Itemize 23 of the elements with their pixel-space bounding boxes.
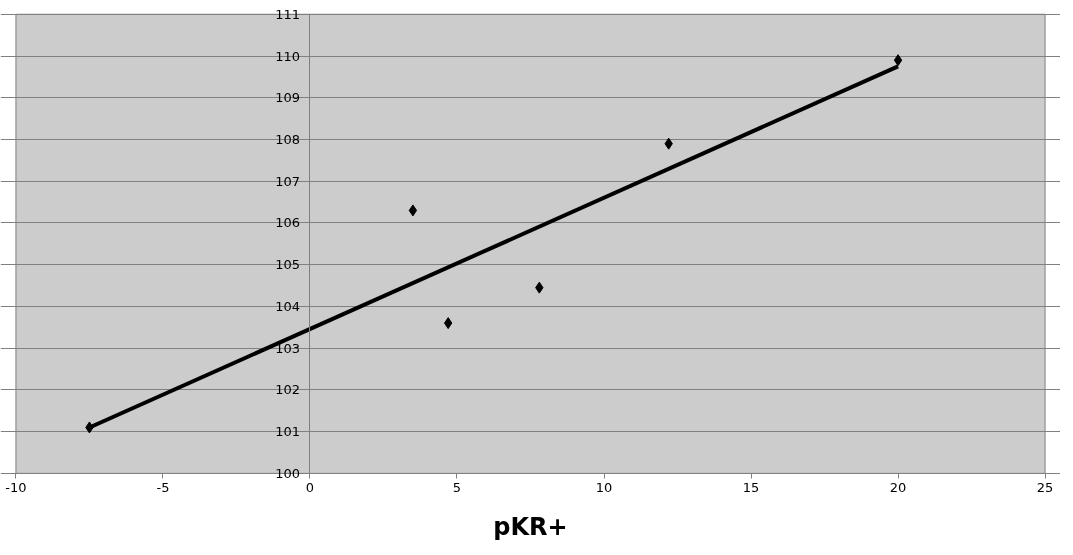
x-tick-label: -10 <box>5 480 27 496</box>
y-tick-label: 107 <box>275 173 300 189</box>
y-tick-label: 110 <box>275 48 300 64</box>
x-tick-label: 15 <box>742 480 760 496</box>
x-tick-label: 10 <box>595 480 613 496</box>
y-tick-label: 108 <box>275 131 300 147</box>
x-tick-label: 25 <box>1036 480 1054 496</box>
y-tick-label: 102 <box>275 382 300 398</box>
y-tick-label: 109 <box>275 90 300 106</box>
y-tick-label: 106 <box>275 215 300 231</box>
x-tick-label: 20 <box>889 480 907 496</box>
x-tick-label: 0 <box>305 480 315 496</box>
x-axis-title: pKR+ <box>493 512 568 541</box>
x-tick-label: 5 <box>452 480 462 496</box>
y-tick-label: 111 <box>275 6 300 22</box>
y-tick-label: 100 <box>275 465 300 481</box>
y-tick-label: 101 <box>275 424 300 440</box>
y-tick-label: 103 <box>275 340 300 356</box>
point <box>408 204 418 217</box>
point <box>893 54 903 67</box>
y-tick-label: 104 <box>275 298 300 314</box>
y-tick-label: 105 <box>275 257 300 273</box>
x-tick-label: -5 <box>156 480 170 496</box>
